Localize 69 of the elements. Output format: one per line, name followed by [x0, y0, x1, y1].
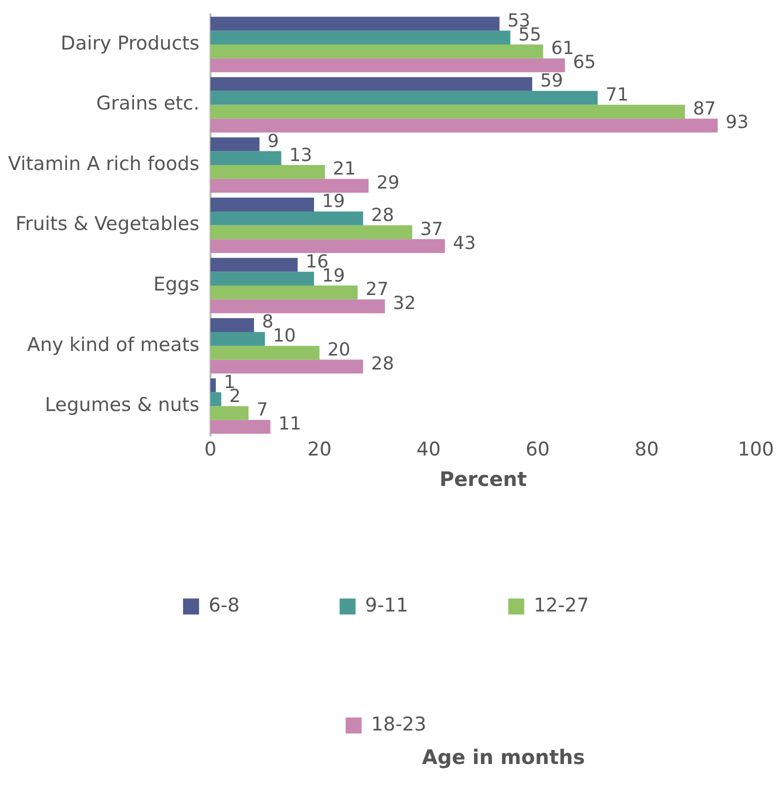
y-tick-label: Legumes & nuts: [44, 394, 200, 416]
bar: [210, 258, 298, 272]
bar: [210, 44, 544, 58]
y-tick-label: Any kind of meats: [27, 334, 200, 356]
bar: [210, 137, 260, 152]
y-tick-label: Fruits & Vegetables: [15, 213, 200, 236]
bar: [210, 299, 385, 314]
y-tick-label: Grains etc.: [96, 92, 200, 115]
legend-label: 18-23: [371, 713, 426, 736]
data-label: 21: [332, 158, 356, 180]
bar: [210, 16, 500, 31]
bar: [210, 286, 358, 300]
data-label: 28: [371, 205, 394, 226]
data-label: 71: [606, 84, 629, 106]
data-label: 61: [551, 38, 574, 60]
y-tick-label: Dairy Products: [60, 32, 200, 54]
data-label: 29: [376, 172, 400, 194]
bar: [210, 198, 314, 212]
y-tick-label: Vitamin A rich foods: [8, 152, 200, 175]
bar: [210, 90, 598, 105]
data-label: 8: [262, 312, 274, 333]
bar: [210, 239, 445, 254]
bar: [210, 118, 718, 133]
data-label: 10: [272, 326, 296, 347]
data-label: 37: [420, 218, 444, 240]
bar: [210, 104, 685, 119]
legend-label: 12-27: [534, 594, 589, 616]
bar: [210, 30, 510, 45]
data-label: 43: [452, 232, 476, 254]
data-label: 9: [267, 130, 279, 152]
bar: [210, 165, 325, 179]
bar: [210, 211, 364, 226]
bar: [210, 77, 532, 91]
bar: [210, 360, 364, 374]
data-label: 65: [572, 52, 596, 73]
bar: [210, 178, 369, 193]
data-label: 32: [392, 293, 416, 314]
bar: [210, 225, 412, 240]
bar: [210, 151, 282, 166]
bar: [210, 346, 320, 360]
data-label: 13: [289, 144, 312, 166]
data-label: 7: [256, 400, 268, 421]
x-tick-label: 100: [738, 438, 774, 461]
bar: [210, 392, 222, 406]
data-label: 93: [726, 112, 749, 134]
data-label: 87: [692, 98, 716, 120]
x-tick-label: 0: [204, 438, 216, 461]
bar: [210, 58, 565, 72]
data-label: 27: [366, 279, 389, 300]
data-label: 20: [327, 339, 350, 360]
bar: [210, 406, 249, 420]
bar: [210, 318, 254, 332]
data-label: 11: [278, 414, 302, 435]
x-tick-label: 60: [526, 438, 550, 461]
bar: [210, 272, 314, 286]
bar: [210, 378, 216, 392]
x-tick-label: 40: [416, 438, 441, 461]
data-label: 28: [371, 353, 394, 374]
bar: [210, 420, 270, 434]
legend-title: Age in months: [421, 745, 586, 769]
x-tick-label: 80: [634, 438, 659, 461]
data-label: 59: [540, 70, 564, 92]
x-axis-title: Percent: [439, 467, 528, 492]
bar: [210, 332, 265, 346]
x-tick-label: 20: [307, 438, 332, 461]
data-label: 19: [322, 191, 345, 212]
legend-label: 6-8: [208, 594, 240, 616]
legend-label: 9-11: [365, 594, 408, 616]
y-tick-label: Eggs: [153, 273, 200, 296]
